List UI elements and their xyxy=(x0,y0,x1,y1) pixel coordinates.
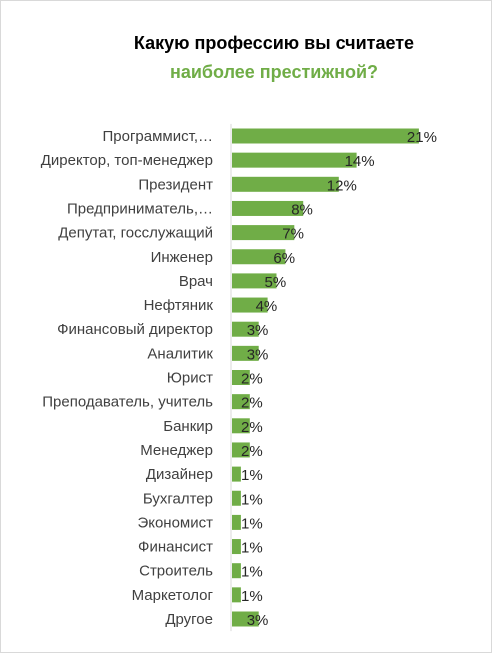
category-tick-label: Нефтяник xyxy=(144,297,214,314)
category-tick-label: Маркетолог xyxy=(132,587,214,604)
bar xyxy=(232,394,250,410)
chart-title-line1: Какую профессию вы считаете xyxy=(133,33,415,53)
bar-value-label: 3% xyxy=(247,612,269,629)
category-tick-label: Аналитик xyxy=(147,345,213,362)
bar xyxy=(232,418,250,434)
bar-value-label: 2% xyxy=(241,419,263,436)
bar xyxy=(232,176,339,192)
bar xyxy=(232,514,241,530)
category-tick-label: Банкир xyxy=(163,418,213,435)
bar xyxy=(232,587,241,603)
bar-value-label: 1% xyxy=(241,588,263,605)
chart-title-line2: наиболее престижной? xyxy=(169,62,379,82)
category-tick-label: Экономист xyxy=(137,514,213,531)
bar xyxy=(232,370,250,385)
bar-value-label: 2% xyxy=(241,395,263,412)
bar-value-label: 4% xyxy=(256,298,278,315)
bar-value-label: 21% xyxy=(407,129,437,146)
bar-value-label: 1% xyxy=(241,540,263,557)
bar xyxy=(232,225,295,241)
category-tick-label: Депутат, госслужащий xyxy=(58,225,213,242)
bar xyxy=(232,297,268,313)
bar xyxy=(232,442,250,458)
bar xyxy=(232,200,304,216)
category-tick-label: Предприниматель,… xyxy=(67,200,213,217)
bar-value-label: 1% xyxy=(241,564,263,581)
bar-value-label: 3% xyxy=(247,346,269,363)
chart-title: Какую профессию вы считаете наиболее пре… xyxy=(1,29,491,87)
bar xyxy=(232,152,357,168)
bar xyxy=(232,345,259,361)
category-tick-label: Директор, топ-менеджер xyxy=(41,152,213,169)
category-tick-label: Программист,… xyxy=(102,128,213,145)
bar-value-label: 2% xyxy=(241,443,263,460)
bar xyxy=(232,563,241,579)
bar xyxy=(232,321,259,337)
bar-value-label: 14% xyxy=(345,153,375,170)
category-tick-label: Финансист xyxy=(138,539,213,556)
bar-value-label: 1% xyxy=(241,467,263,484)
category-tick-label: Менеджер xyxy=(140,442,213,459)
bar xyxy=(232,249,286,265)
category-tick-label: Юрист xyxy=(167,370,213,387)
category-tick-label: Другое xyxy=(165,611,213,628)
bar xyxy=(232,466,241,482)
category-tick-label: Строитель xyxy=(139,563,213,580)
bar xyxy=(232,539,241,555)
category-tick-label: Бухгалтер xyxy=(143,490,213,507)
bar xyxy=(232,611,259,627)
bar xyxy=(232,273,277,289)
category-tick-label: Инженер xyxy=(151,249,213,266)
bar-value-label: 6% xyxy=(273,250,295,267)
bar-value-label: 3% xyxy=(247,322,269,339)
category-tick-label: Преподаватель, учитель xyxy=(42,394,213,411)
bar xyxy=(232,490,241,506)
category-tick-label: Дизайнер xyxy=(146,466,213,483)
category-tick-label: Финансовый директор xyxy=(57,321,213,338)
bar-value-label: 7% xyxy=(282,226,304,243)
bar-value-label: 5% xyxy=(265,274,287,291)
bar xyxy=(232,128,419,144)
bar-value-label: 1% xyxy=(241,515,263,532)
bar-value-label: 1% xyxy=(241,491,263,508)
bar-value-label: 8% xyxy=(291,201,313,218)
category-tick-label: Врач xyxy=(179,273,213,290)
bar-value-label: 2% xyxy=(241,371,263,388)
bar-value-label: 12% xyxy=(327,177,357,194)
category-tick-label: Президент xyxy=(138,176,213,193)
